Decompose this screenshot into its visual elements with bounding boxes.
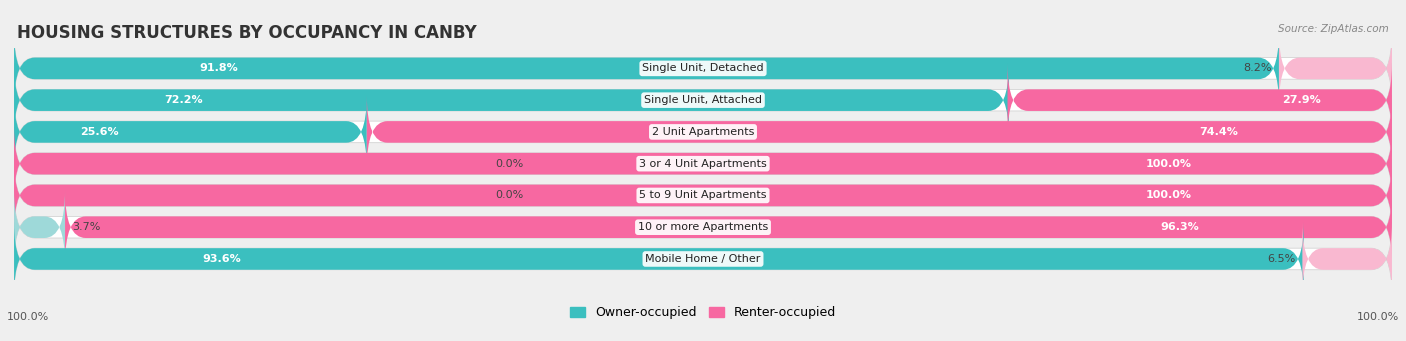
Text: 10 or more Apartments: 10 or more Apartments xyxy=(638,222,768,232)
Text: 25.6%: 25.6% xyxy=(80,127,120,137)
FancyBboxPatch shape xyxy=(14,95,367,169)
FancyBboxPatch shape xyxy=(65,190,1392,264)
FancyBboxPatch shape xyxy=(14,31,1279,105)
Text: 27.9%: 27.9% xyxy=(1282,95,1322,105)
FancyBboxPatch shape xyxy=(14,63,1010,137)
Text: 100.0%: 100.0% xyxy=(1146,190,1192,201)
Text: 72.2%: 72.2% xyxy=(165,95,202,105)
Text: Source: ZipAtlas.com: Source: ZipAtlas.com xyxy=(1278,24,1389,34)
FancyBboxPatch shape xyxy=(14,190,65,264)
Text: 74.4%: 74.4% xyxy=(1199,127,1239,137)
FancyBboxPatch shape xyxy=(1302,222,1392,296)
Text: 100.0%: 100.0% xyxy=(7,312,49,322)
Text: 100.0%: 100.0% xyxy=(1357,312,1399,322)
FancyBboxPatch shape xyxy=(1008,63,1392,137)
Text: 91.8%: 91.8% xyxy=(200,63,238,73)
Text: 100.0%: 100.0% xyxy=(1146,159,1192,169)
FancyBboxPatch shape xyxy=(14,95,1392,169)
FancyBboxPatch shape xyxy=(14,31,1392,105)
FancyBboxPatch shape xyxy=(14,159,1392,232)
Legend: Owner-occupied, Renter-occupied: Owner-occupied, Renter-occupied xyxy=(565,301,841,324)
Text: 5 to 9 Unit Apartments: 5 to 9 Unit Apartments xyxy=(640,190,766,201)
Text: 0.0%: 0.0% xyxy=(496,159,524,169)
Text: Single Unit, Attached: Single Unit, Attached xyxy=(644,95,762,105)
FancyBboxPatch shape xyxy=(14,159,1392,232)
Text: 3 or 4 Unit Apartments: 3 or 4 Unit Apartments xyxy=(640,159,766,169)
Text: Single Unit, Detached: Single Unit, Detached xyxy=(643,63,763,73)
Text: 3.7%: 3.7% xyxy=(72,222,100,232)
FancyBboxPatch shape xyxy=(14,222,1303,296)
Text: Mobile Home / Other: Mobile Home / Other xyxy=(645,254,761,264)
FancyBboxPatch shape xyxy=(367,95,1392,169)
FancyBboxPatch shape xyxy=(14,63,1392,137)
Text: 8.2%: 8.2% xyxy=(1243,63,1272,73)
Text: 0.0%: 0.0% xyxy=(496,190,524,201)
Text: 93.6%: 93.6% xyxy=(202,254,242,264)
FancyBboxPatch shape xyxy=(14,222,1392,296)
FancyBboxPatch shape xyxy=(14,190,1392,264)
FancyBboxPatch shape xyxy=(14,127,1392,201)
Text: 6.5%: 6.5% xyxy=(1267,254,1295,264)
Text: HOUSING STRUCTURES BY OCCUPANCY IN CANBY: HOUSING STRUCTURES BY OCCUPANCY IN CANBY xyxy=(17,24,477,42)
Text: 96.3%: 96.3% xyxy=(1160,222,1199,232)
FancyBboxPatch shape xyxy=(1279,31,1392,105)
FancyBboxPatch shape xyxy=(14,127,1392,201)
Text: 2 Unit Apartments: 2 Unit Apartments xyxy=(652,127,754,137)
